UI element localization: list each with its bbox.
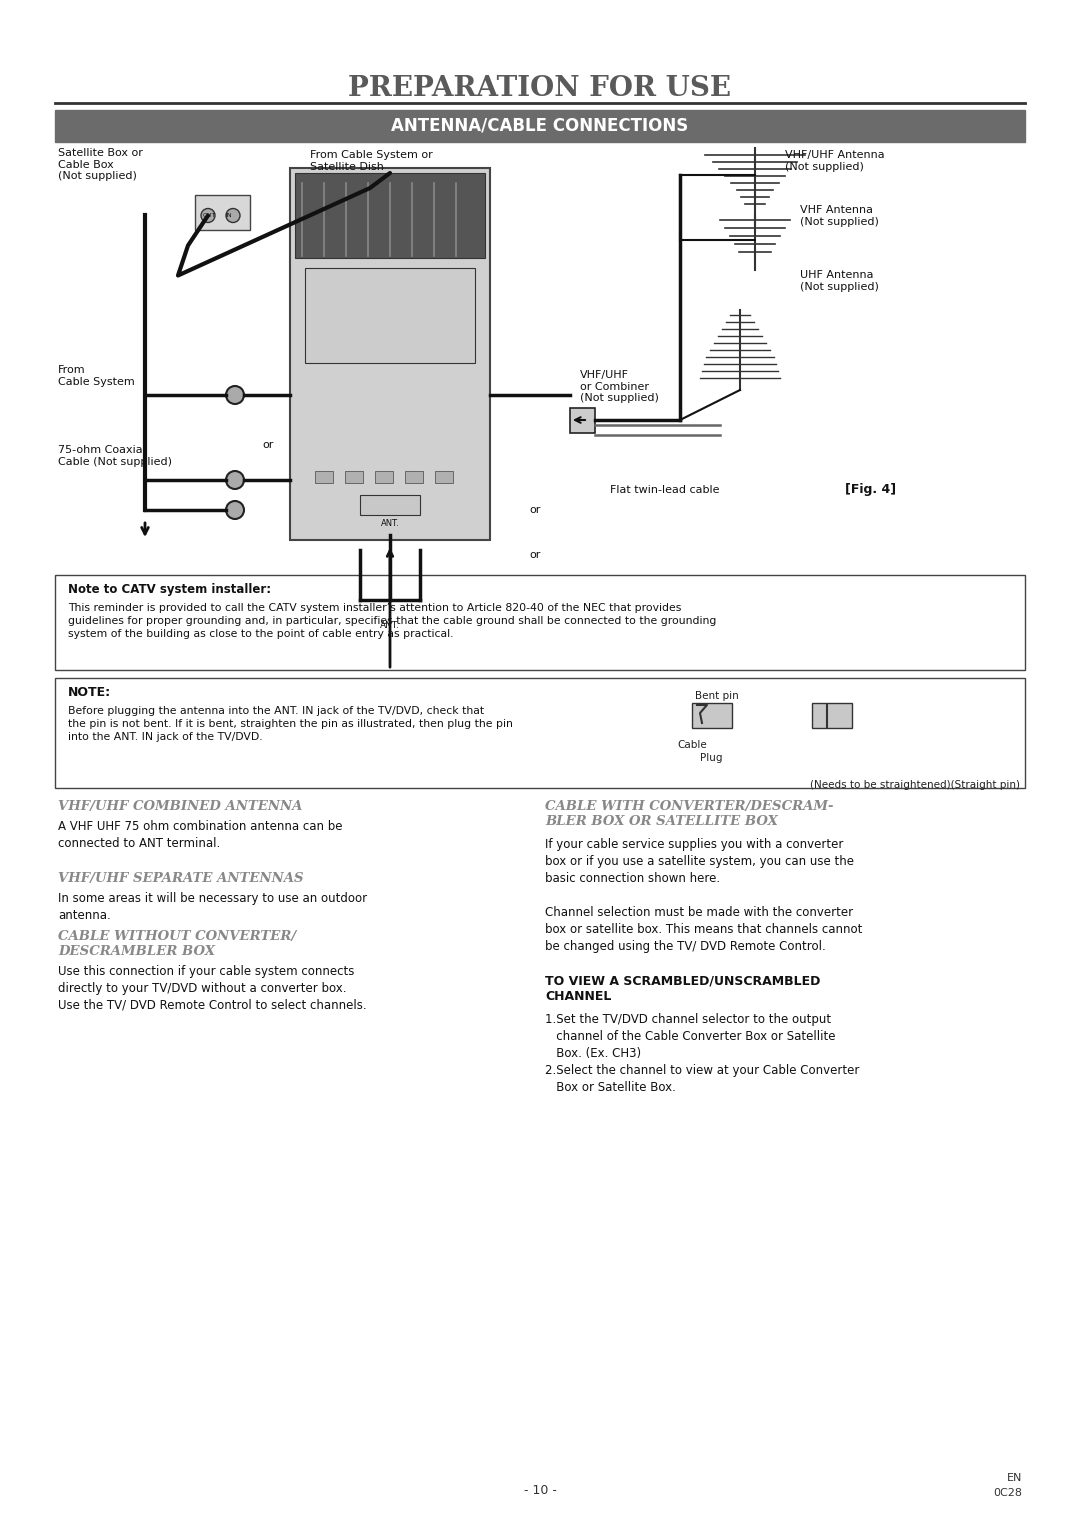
Circle shape <box>201 208 215 223</box>
Text: (Needs to be straightened)(Straight pin): (Needs to be straightened)(Straight pin) <box>810 779 1020 790</box>
Text: 0C28: 0C28 <box>993 1488 1022 1497</box>
Text: VHF/UHF COMBINED ANTENNA: VHF/UHF COMBINED ANTENNA <box>58 801 302 813</box>
Text: ANT.: ANT. <box>380 620 400 630</box>
Text: Satellite Box or
Cable Box
(Not supplied): Satellite Box or Cable Box (Not supplied… <box>58 148 143 182</box>
Text: 1.Set the TV/DVD channel selector to the output
   channel of the Cable Converte: 1.Set the TV/DVD channel selector to the… <box>545 1013 860 1094</box>
Bar <box>570 408 595 432</box>
Text: OUT: OUT <box>203 212 216 219</box>
Text: Plug: Plug <box>700 753 723 762</box>
Bar <box>291 168 490 539</box>
Text: A VHF UHF 75 ohm combination antenna can be
connected to ANT terminal.: A VHF UHF 75 ohm combination antenna can… <box>58 821 342 850</box>
Text: UHF Antenna
(Not supplied): UHF Antenna (Not supplied) <box>800 270 879 292</box>
Circle shape <box>226 501 244 520</box>
Text: PREPARATION FOR USE: PREPARATION FOR USE <box>349 75 731 101</box>
Circle shape <box>226 387 244 403</box>
Text: Before plugging the antenna into the ANT. IN jack of the TV/DVD, check that
the : Before plugging the antenna into the ANT… <box>68 706 513 743</box>
Text: VHF/UHF
or Combiner
(Not supplied): VHF/UHF or Combiner (Not supplied) <box>580 370 659 403</box>
Bar <box>55 575 1025 669</box>
Bar <box>812 703 852 727</box>
Text: In some areas it will be necessary to use an outdoor
antenna.: In some areas it will be necessary to us… <box>58 892 367 921</box>
Bar <box>305 267 475 364</box>
Text: VHF/UHF SEPARATE ANTENNAS: VHF/UHF SEPARATE ANTENNAS <box>58 872 303 885</box>
Text: IN: IN <box>225 212 231 219</box>
Text: Flat twin-lead cable: Flat twin-lead cable <box>610 484 719 495</box>
Bar <box>55 110 1025 142</box>
Text: Use this connection if your cable system connects
directly to your TV/DVD withou: Use this connection if your cable system… <box>58 966 366 1012</box>
Text: VHF Antenna
(Not supplied): VHF Antenna (Not supplied) <box>800 205 879 226</box>
Text: Bent pin: Bent pin <box>696 691 739 701</box>
Text: 75-ohm Coaxial
Cable (Not supplied): 75-ohm Coaxial Cable (Not supplied) <box>58 445 172 466</box>
Bar <box>55 678 1025 788</box>
Bar <box>375 471 393 483</box>
Text: or: or <box>262 440 273 451</box>
Text: If your cable service supplies you with a converter
box or if you use a satellit: If your cable service supplies you with … <box>545 837 862 953</box>
Text: Cable: Cable <box>677 740 706 750</box>
Bar <box>345 471 363 483</box>
Text: ANT.: ANT. <box>380 520 400 529</box>
Text: [Fig. 4]: [Fig. 4] <box>845 483 896 497</box>
Text: CABLE WITH CONVERTER/DESCRAM-
BLER BOX OR SATELLITE BOX: CABLE WITH CONVERTER/DESCRAM- BLER BOX O… <box>545 801 834 828</box>
Bar <box>405 471 423 483</box>
Bar <box>435 471 453 483</box>
Circle shape <box>226 208 240 223</box>
Bar <box>195 196 249 231</box>
Circle shape <box>226 471 244 489</box>
Text: From Cable System or
Satellite Dish: From Cable System or Satellite Dish <box>310 150 433 171</box>
Text: ANTENNA/CABLE CONNECTIONS: ANTENNA/CABLE CONNECTIONS <box>391 118 689 134</box>
Bar <box>360 495 420 515</box>
Text: EN: EN <box>1007 1473 1022 1484</box>
Bar <box>295 173 485 258</box>
Bar <box>692 703 732 727</box>
Text: Note to CATV system installer:: Note to CATV system installer: <box>68 584 271 596</box>
Text: CABLE WITHOUT CONVERTER/
DESCRAMBLER BOX: CABLE WITHOUT CONVERTER/ DESCRAMBLER BOX <box>58 931 296 958</box>
Text: - 10 -: - 10 - <box>524 1484 556 1496</box>
Text: From
Cable System: From Cable System <box>58 365 135 387</box>
Circle shape <box>384 503 395 513</box>
Text: or: or <box>529 504 541 515</box>
Text: TO VIEW A SCRAMBLED/UNSCRAMBLED
CHANNEL: TO VIEW A SCRAMBLED/UNSCRAMBLED CHANNEL <box>545 975 821 1002</box>
Bar <box>368 605 411 645</box>
Text: NOTE:: NOTE: <box>68 686 111 698</box>
Text: This reminder is provided to call the CATV system installer’s attention to Artic: This reminder is provided to call the CA… <box>68 604 716 639</box>
Bar <box>315 471 333 483</box>
Text: VHF/UHF Antenna
(Not supplied): VHF/UHF Antenna (Not supplied) <box>785 150 885 171</box>
Text: or: or <box>529 550 541 559</box>
